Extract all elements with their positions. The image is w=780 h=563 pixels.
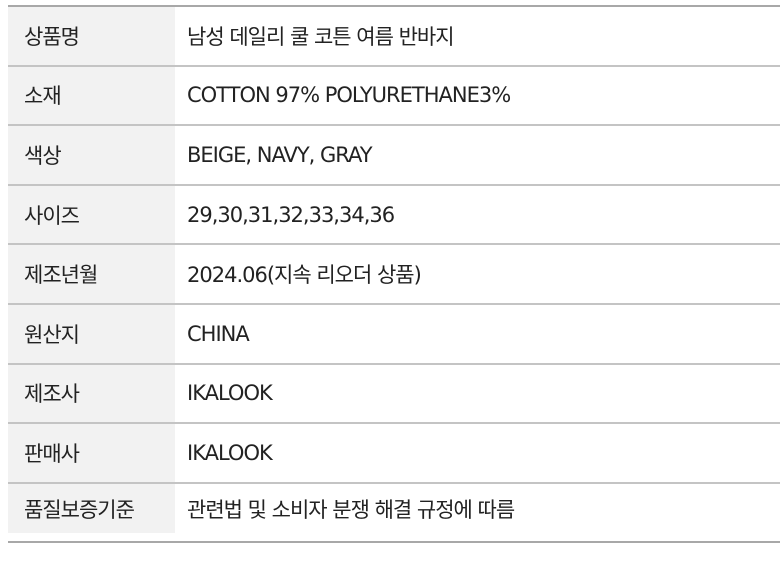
row-label: 상품명 xyxy=(8,7,175,65)
row-label: 색상 xyxy=(8,126,175,184)
product-info-table: 상품명 남성 데일리 쿨 코튼 여름 반바지 소재 COTTON 97% POLYU… xyxy=(8,5,780,544)
row-label: 소재 xyxy=(8,66,175,125)
table-row: 품질보증기준 관련법 및 소비자 분쟁 해결 규정에 따름 xyxy=(8,483,780,544)
table-row: 상품명 남성 데일리 쿨 코튼 여름 반바지 xyxy=(8,7,780,67)
row-value: IKALOOK xyxy=(187,440,273,465)
row-value: 남성 데일리 쿨 코튼 여름 반바지 xyxy=(187,24,455,49)
table-row: 소재 COTTON 97% POLYURETHANE3% xyxy=(8,66,780,127)
row-label: 제조년월 xyxy=(8,245,175,303)
row-value: IKALOOK xyxy=(187,381,273,406)
row-label: 제조사 xyxy=(8,364,175,423)
row-value: CHINA xyxy=(187,321,250,346)
row-value: COTTON 97% POLYURETHANE3% xyxy=(187,83,511,108)
row-value: 29,30,31,32,33,34,36 xyxy=(187,202,395,227)
table-row: 제조년월 2024.06(지속 리오더 상품) xyxy=(8,245,780,305)
row-value: BEIGE, NAVY, GRAY xyxy=(187,142,373,167)
table-row: 사이즈 29,30,31,32,33,34,36 xyxy=(8,185,780,246)
row-value: 관련법 및 소비자 분쟁 해결 규정에 따름 xyxy=(187,497,515,522)
row-value: 2024.06(지속 리오더 상품) xyxy=(187,263,422,288)
row-label: 사이즈 xyxy=(8,185,175,244)
row-label: 원산지 xyxy=(8,304,175,363)
table-row: 색상 BEIGE, NAVY, GRAY xyxy=(8,126,780,186)
row-label: 판매사 xyxy=(8,424,175,482)
table-row: 제조사 IKALOOK xyxy=(8,364,780,425)
row-label: 품질보증기준 xyxy=(8,483,175,534)
table-row: 원산지 CHINA xyxy=(8,304,780,365)
table-row: 판매사 IKALOOK xyxy=(8,424,780,484)
